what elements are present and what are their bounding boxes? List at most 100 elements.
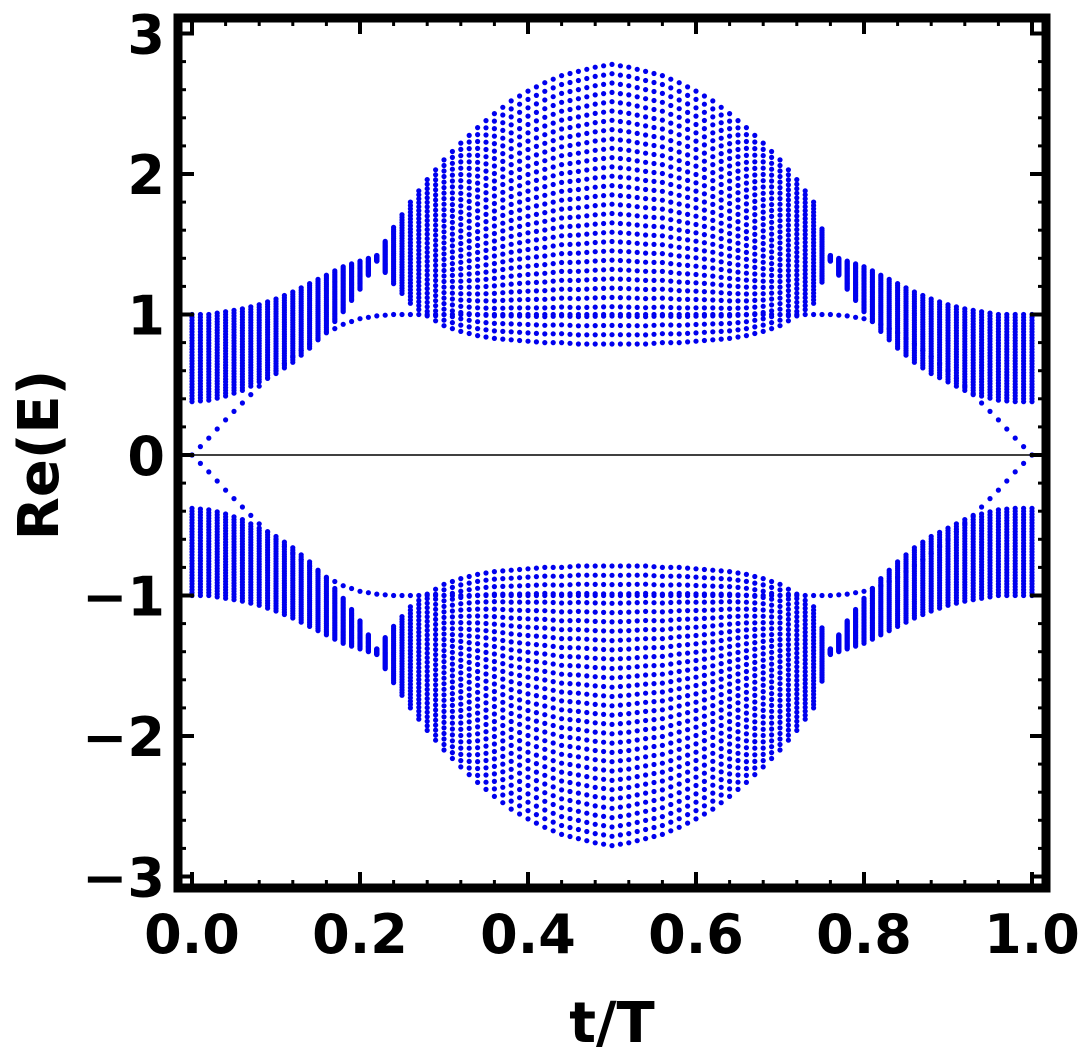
band-point xyxy=(785,697,792,703)
band-point xyxy=(575,332,582,338)
band-point xyxy=(592,110,598,116)
band-point xyxy=(634,728,640,734)
band-point xyxy=(777,273,783,279)
band-point xyxy=(491,268,497,274)
band-point xyxy=(416,601,422,608)
band-point xyxy=(718,236,724,242)
band-point xyxy=(609,731,615,737)
band-point xyxy=(424,190,430,196)
edge-state-point xyxy=(340,321,346,327)
band-point xyxy=(466,165,472,171)
band-point xyxy=(550,76,556,82)
band-point xyxy=(643,654,649,660)
band-point xyxy=(592,628,598,634)
band-point xyxy=(794,686,800,693)
band-point xyxy=(441,642,447,648)
band-point xyxy=(449,148,455,155)
band-point xyxy=(542,158,548,164)
band-point xyxy=(785,267,792,274)
band-point xyxy=(727,335,733,341)
band-point xyxy=(466,745,472,751)
band-point xyxy=(701,329,708,335)
band-point xyxy=(517,256,523,262)
band-point xyxy=(483,628,489,634)
band-point xyxy=(609,173,615,179)
band-point xyxy=(592,166,598,172)
edge-state-point xyxy=(634,592,640,599)
band-point xyxy=(466,152,472,158)
band-point xyxy=(483,714,489,720)
band-point xyxy=(416,243,422,249)
band-point xyxy=(500,630,506,636)
band-point xyxy=(517,811,523,817)
band-point xyxy=(500,753,506,760)
band-point xyxy=(483,168,489,174)
band-point xyxy=(575,763,582,769)
band-point xyxy=(777,245,783,251)
band-point xyxy=(525,305,531,311)
band-point xyxy=(508,185,514,192)
band-point xyxy=(609,619,615,625)
band-point xyxy=(424,664,430,670)
band-point xyxy=(500,668,506,675)
band-point xyxy=(651,600,657,606)
band-point xyxy=(659,340,666,346)
band-point xyxy=(197,311,203,318)
band-point xyxy=(517,223,523,229)
band-point xyxy=(626,840,632,846)
band-point xyxy=(609,61,615,67)
band-point xyxy=(307,623,313,630)
band-point xyxy=(449,154,455,160)
band-point xyxy=(483,204,489,210)
band-point xyxy=(441,284,447,290)
band-point xyxy=(701,183,708,189)
band-point xyxy=(567,824,573,831)
edge-state-point xyxy=(626,592,632,599)
band-point xyxy=(416,700,422,706)
band-point xyxy=(424,236,430,242)
band-point xyxy=(727,290,733,296)
band-point xyxy=(735,613,741,619)
band-point xyxy=(819,226,825,232)
band-point xyxy=(491,733,497,740)
band-point xyxy=(601,165,607,171)
band-point xyxy=(617,702,624,708)
band-point xyxy=(651,770,657,777)
band-point xyxy=(500,653,506,659)
band-point xyxy=(718,127,724,133)
band-point xyxy=(517,778,523,785)
band-point xyxy=(752,159,758,165)
band-point xyxy=(760,146,766,152)
band-point xyxy=(685,109,691,115)
band-point xyxy=(802,307,808,313)
band-point xyxy=(794,272,800,278)
band-point xyxy=(626,249,632,255)
band-point xyxy=(416,239,422,245)
band-point xyxy=(458,284,464,290)
edge-state-point xyxy=(634,311,640,318)
band-point xyxy=(491,576,497,582)
band-point xyxy=(643,159,649,165)
band-point xyxy=(626,711,632,717)
band-point xyxy=(693,163,699,169)
band-point xyxy=(433,727,439,733)
band-point xyxy=(449,160,455,166)
band-point xyxy=(584,167,590,173)
band-point xyxy=(676,694,682,701)
band-point xyxy=(483,219,489,225)
band-point xyxy=(449,708,455,714)
band-point xyxy=(626,738,632,744)
band-point xyxy=(500,777,506,783)
band-point xyxy=(601,137,607,143)
band-point xyxy=(323,632,329,638)
band-point xyxy=(643,141,649,147)
band-point xyxy=(466,264,472,270)
band-point xyxy=(592,286,598,292)
band-point xyxy=(458,184,464,190)
band-point xyxy=(693,649,699,655)
band-point xyxy=(769,620,775,626)
band-point xyxy=(718,645,724,651)
band-point xyxy=(508,193,514,200)
band-point xyxy=(559,251,565,257)
band-point xyxy=(542,798,548,804)
